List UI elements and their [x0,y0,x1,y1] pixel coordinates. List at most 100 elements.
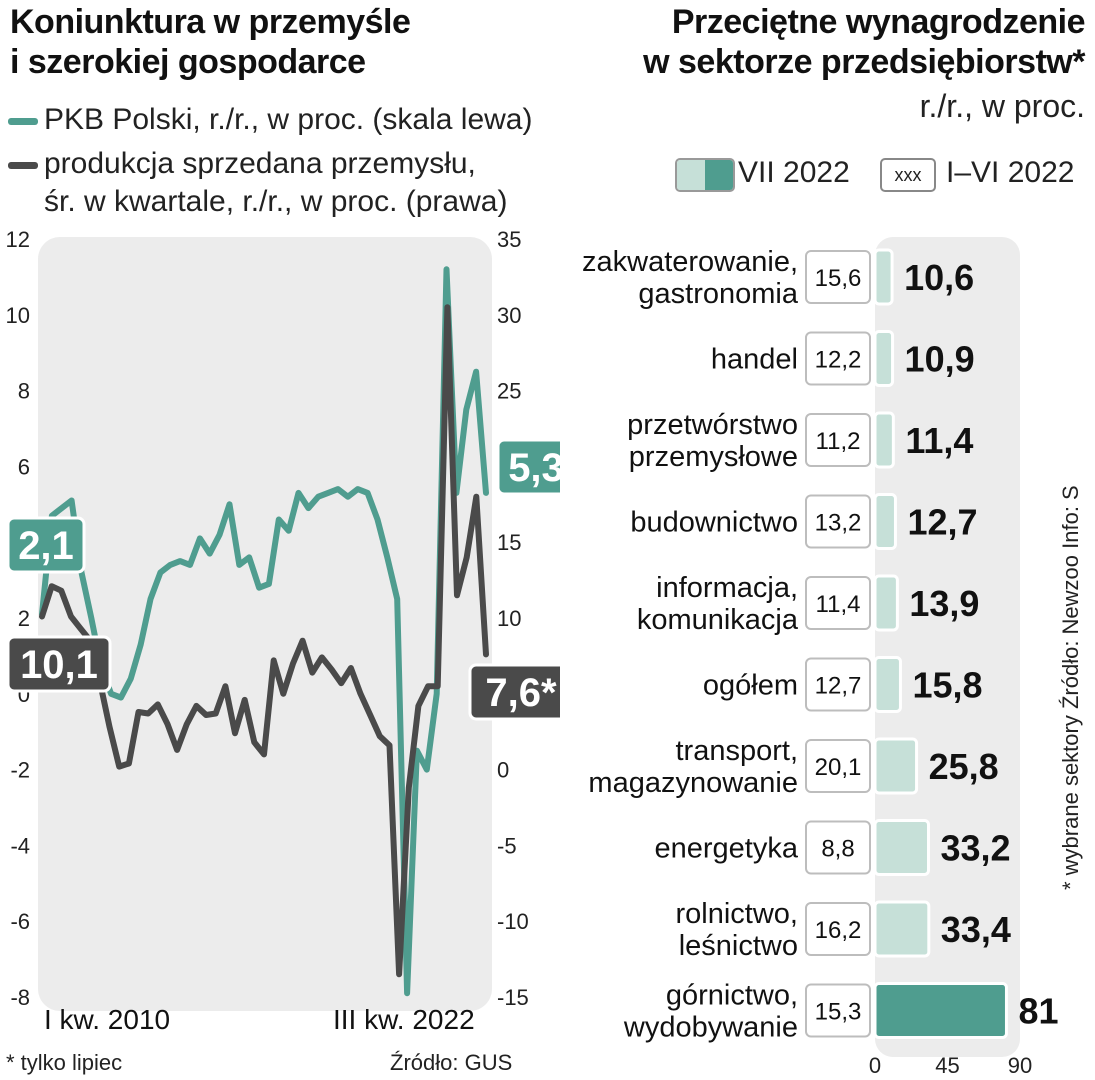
production-end-label-text: 7,6* [485,671,557,715]
pkb-series-line [39,266,489,997]
prev-value-box: 20,1 [805,739,871,793]
production-start-label: 10,1 [6,635,112,693]
left-axis-tick: -6 [10,909,30,934]
category-label: przetwórstwo przemysłowe [627,409,798,473]
right-title-line1: Przeciętne wynagrodzenie [671,3,1086,41]
bar-9 [873,900,931,958]
right-axis-tick: 0 [497,758,509,783]
prev-value-box-frame [805,820,871,875]
x-axis-tick: 90 [1008,1053,1032,1078]
right-axis-tick: -15 [497,985,529,1010]
right-title-line2: w sektorze przedsiębiorstw* [643,43,1085,81]
category-label: rolnictwo, leśnictwo [676,898,799,962]
left-axis-tick: -4 [10,833,30,858]
pkb-start-label: 2,1 [6,516,86,574]
pkb-start-label-text: 2,1 [18,524,74,568]
prev-value-label: 15,3 [815,999,862,1026]
prev-value-label: 12,2 [815,347,862,374]
prev-value-box: 15,3 [805,983,871,1038]
legend-current-label: VII 2022 [738,156,850,189]
right-subtitle: r./r., w proc. [919,88,1085,124]
bar-8 [873,819,930,876]
prev-value-box: 12,2 [805,331,871,386]
bar-value-label: 11,4 [905,420,973,461]
bar-value-label: 12,7 [907,502,977,543]
prod-legend-label-2: śr. w kwartale, r./r., w proc. (prawa) [44,185,508,218]
prev-value-label: 11,4 [816,591,861,618]
left-axis-tick: -8 [10,985,30,1010]
bar-value-label: 15,8 [912,665,982,706]
line-chart: 121086420-2-4-6-8 35302520151050-5-10-15… [6,227,560,1075]
prev-value-box-frame [805,576,871,630]
category-label: transport, magazynowanie [588,735,798,799]
prev-value-box-frame [805,739,871,793]
legend-prev-label: I–VI 2022 [946,156,1075,189]
left-axis-tick: -2 [10,758,30,783]
production-start-label-box [6,635,112,693]
right-title: Przeciętne wynagrodzenie w sektorze prze… [643,2,1085,82]
right-axis-tick: -10 [497,909,529,934]
category-label: ogółem [703,670,798,702]
left-source: Źródło: GUS [390,1050,512,1075]
prev-value-box-frame [805,331,871,386]
bar-3 [873,411,895,469]
prev-value-label: 8,8 [821,836,854,863]
prev-value-label: 13,2 [815,510,862,537]
category-label: handel [711,344,798,376]
right-axis-tick: 10 [497,606,521,631]
prev-value-box: 11,4 [805,576,871,630]
bar-chart: zakwaterowanie, gastronomia 15,6 10,6 handel… [582,237,1060,1078]
category-label: informacja, komunikacja [637,572,799,636]
footnote: * tylko lipiec [6,1050,122,1075]
pkb-end-label: 5,3 [496,438,560,496]
bar-value-label: 33,2 [940,828,1010,869]
left-axis-tick: 12 [6,227,30,252]
category-label: budownictwo [630,507,798,539]
bar-4 [873,493,897,550]
bar-2 [873,330,895,387]
prev-value-box: 12,7 [805,657,871,712]
prev-value-box-frame [805,413,871,467]
category-label: zakwaterowanie, gastronomia [582,246,799,310]
prev-value-box-frame [805,983,871,1038]
pkb-legend-label: PKB Polski, r./r., w proc. (skala lewa) [44,103,533,136]
bar-5 [873,574,899,632]
prev-value-label: 20,1 [815,754,862,781]
prev-value-box-frame [805,657,871,712]
prod-legend-swatch [8,162,38,169]
pkb-legend-swatch [8,118,38,125]
production-end-label: 7,6* [468,663,560,721]
prev-value-box: 8,8 [805,820,871,875]
prev-value-box: 15,6 [805,250,871,304]
x-axis-tick: 45 [935,1053,959,1078]
bar-value-label: 81,6 [1018,991,1060,1032]
right-axis-tick: 25 [497,379,521,404]
left-title-line2: i szerokiej gospodarce [10,43,366,81]
prev-value-box: 13,2 [805,494,871,549]
bar-1 [873,248,894,306]
right-axis-tick: 30 [497,303,521,328]
bar-7 [873,737,919,795]
pkb-start-label-box [6,516,86,574]
pkb-end-label-box [496,438,560,496]
right-axis-tick: 15 [497,530,521,555]
category-label: energetyka [655,833,799,865]
x-axis-tick: 0 [869,1053,881,1078]
prev-value-label: 11,2 [816,428,861,455]
prev-value-box-frame [805,902,871,956]
production-end-label-box [468,663,560,721]
left-axis-tick: 8 [18,379,30,404]
right-axis-tick: 35 [497,227,521,252]
prev-value-label: 12,7 [815,673,862,700]
pkb-end-label-text: 5,3 [508,446,560,490]
prev-value-label: 15,6 [815,265,862,292]
left-title-line1: Koniunktura w przemyśle [10,3,411,41]
x-end-label: III kw. 2022 [333,1004,475,1035]
bar-value-label: 25,8 [929,746,999,787]
bar-6 [873,656,902,713]
production-start-label-text: 10,1 [20,643,98,687]
prod-legend-label-1: produkcja sprzedana przemysłu, [44,147,476,180]
bar-value-label: 10,6 [904,257,974,298]
prev-value-box-frame [805,250,871,304]
legend-prev-swatch: xxx [880,158,936,192]
